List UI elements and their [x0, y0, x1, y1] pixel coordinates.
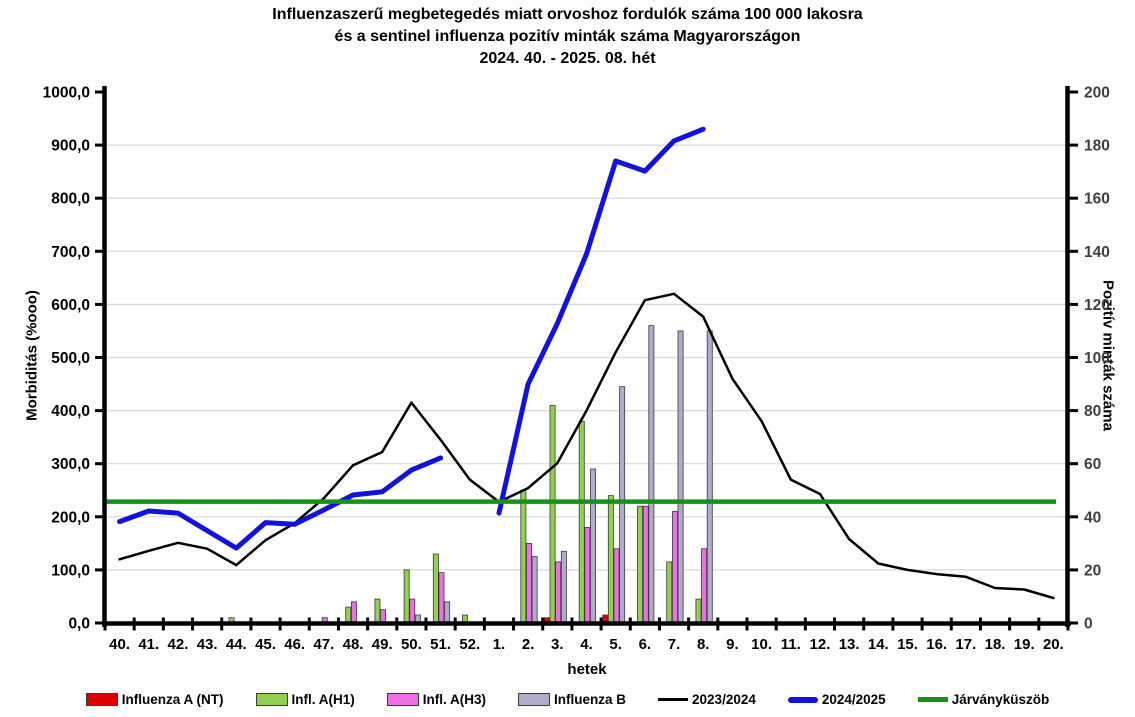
svg-text:100,0: 100,0 [51, 562, 90, 579]
chart-legend: Influenza A (NT) Infl. A(H1) Infl. A(H3)… [0, 692, 1135, 707]
svg-text:900,0: 900,0 [51, 138, 90, 155]
line-2024-2025 [117, 126, 706, 551]
svg-text:13.: 13. [839, 636, 860, 653]
svg-text:44.: 44. [226, 636, 247, 653]
legend-label: Járványküszöb [951, 692, 1050, 707]
x-axis-title: hetek [567, 661, 607, 678]
chart-title-line-1: Influenzaszerű megbetegedés miatt orvosh… [272, 6, 863, 23]
svg-text:180: 180 [1084, 138, 1110, 155]
svg-text:800,0: 800,0 [51, 191, 90, 208]
svg-text:18.: 18. [985, 636, 1006, 653]
legend-item-2023-2024: 2023/2024 [658, 692, 756, 707]
svg-text:14.: 14. [868, 636, 889, 653]
svg-text:6.: 6. [639, 636, 652, 653]
x-axis-tick-labels: 40. 41. 42. 43. 44. 45. 46. 47. 48. 49. 50. 51. 52. 1… [109, 636, 1064, 653]
svg-text:700,0: 700,0 [51, 244, 90, 261]
svg-text:10.: 10. [751, 636, 772, 653]
svg-text:600,0: 600,0 [51, 297, 90, 314]
svg-text:12.: 12. [810, 636, 831, 653]
svg-text:5.: 5. [609, 636, 622, 653]
legend-label: 2023/2024 [692, 692, 756, 707]
legend-label: Infl. A(H1) [291, 692, 355, 707]
svg-text:120: 120 [1084, 297, 1110, 314]
svg-text:46.: 46. [284, 636, 305, 653]
svg-text:9.: 9. [726, 636, 739, 653]
svg-text:2.: 2. [522, 636, 535, 653]
legend-item-2024-2025: 2024/2025 [787, 692, 886, 707]
svg-text:43.: 43. [197, 636, 218, 653]
svg-text:7.: 7. [668, 636, 681, 653]
svg-text:49.: 49. [372, 636, 393, 653]
influenza-b-swatch [518, 693, 551, 706]
legend-item-infl-a-h3: Infl. A(H3) [386, 692, 487, 707]
infl-a-h3-swatch [386, 693, 419, 706]
svg-text:19.: 19. [1014, 636, 1035, 653]
svg-text:20: 20 [1084, 562, 1101, 579]
svg-text:4.: 4. [580, 636, 593, 653]
svg-text:16.: 16. [926, 636, 947, 653]
svg-text:140: 140 [1084, 244, 1110, 261]
svg-text:20.: 20. [1043, 636, 1064, 653]
gridlines [105, 144, 1068, 571]
svg-text:40.: 40. [109, 636, 130, 653]
svg-text:0,0: 0,0 [68, 616, 90, 633]
svg-text:8.: 8. [697, 636, 710, 653]
infl-a-h1-swatch [255, 693, 288, 706]
legend-label: Influenza A (NT) [121, 692, 224, 707]
line-2023-2024-swatch [658, 698, 689, 701]
chart-title-line-3: 2024. 40. - 2025. 08. hét [479, 50, 656, 67]
svg-text:48.: 48. [343, 636, 364, 653]
line-2024-2025-swatch [787, 696, 818, 703]
svg-text:400,0: 400,0 [51, 403, 90, 420]
svg-text:60: 60 [1084, 456, 1101, 473]
legend-item-influenza-a-nt: Influenza A (NT) [85, 692, 224, 707]
svg-text:47.: 47. [313, 636, 334, 653]
axes [95, 86, 1078, 631]
legend-label: Infl. A(H3) [422, 692, 487, 707]
legend-label: Influenza B [554, 692, 627, 707]
influenza-a-nt-swatch [85, 693, 118, 706]
svg-text:160: 160 [1084, 191, 1110, 208]
svg-text:0: 0 [1084, 616, 1093, 633]
svg-text:17.: 17. [955, 636, 976, 653]
svg-text:50.: 50. [401, 636, 422, 653]
svg-text:1000,0: 1000,0 [43, 85, 90, 102]
svg-text:80: 80 [1084, 403, 1101, 420]
svg-text:15.: 15. [897, 636, 918, 653]
threshold-swatch [917, 697, 948, 702]
svg-text:3.: 3. [551, 636, 564, 653]
svg-text:500,0: 500,0 [51, 350, 90, 367]
svg-text:52.: 52. [459, 636, 480, 653]
legend-item-influenza-b: Influenza B [518, 692, 626, 707]
left-axis-tick-labels: 0,0 100,0 200,0 300,0 400,0 500,0 600,0 700,0 80… [43, 85, 90, 633]
right-axis-tick-labels: 0 20 40 60 80 100 120 140 160 180 200 [1084, 85, 1110, 633]
legend-item-jarvanykuszob: Járványküszöb [917, 692, 1050, 707]
svg-text:40: 40 [1084, 509, 1101, 526]
svg-text:1.: 1. [493, 636, 506, 653]
svg-text:200: 200 [1084, 85, 1110, 102]
svg-text:51.: 51. [430, 636, 451, 653]
legend-label: 2024/2025 [821, 692, 886, 707]
svg-text:45.: 45. [255, 636, 276, 653]
svg-text:100: 100 [1084, 350, 1110, 367]
bars-infl-a-h1- [228, 404, 702, 624]
legend-item-infl-a-h1: Infl. A(H1) [255, 692, 355, 707]
chart-title-line-2: és a sentinel influenza pozitív minták s… [334, 28, 801, 45]
svg-text:11.: 11. [781, 636, 801, 653]
svg-text:300,0: 300,0 [51, 456, 90, 473]
svg-text:41.: 41. [138, 636, 159, 653]
svg-text:42.: 42. [168, 636, 189, 653]
line-2023-2024 [118, 292, 1055, 600]
svg-text:200,0: 200,0 [51, 509, 90, 526]
